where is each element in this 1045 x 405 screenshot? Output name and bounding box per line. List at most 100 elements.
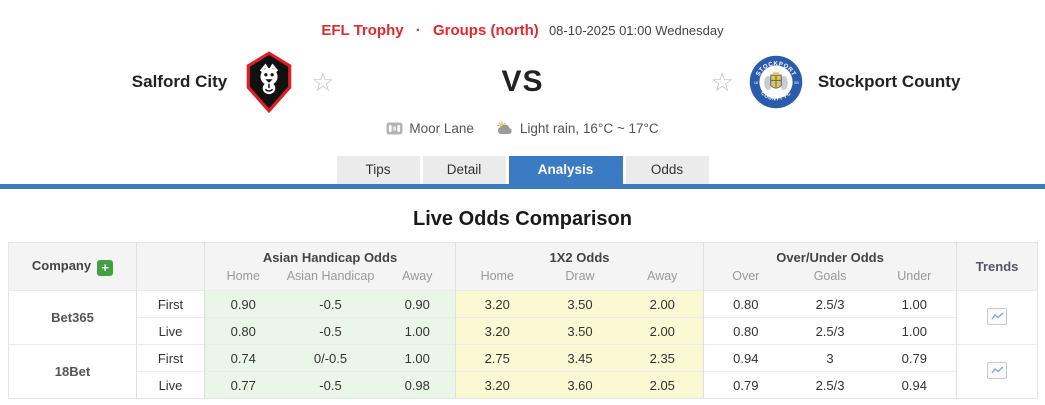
stage-name[interactable]: Groups (north): [432, 22, 539, 39]
company-column-header: Company +: [8, 242, 137, 291]
asian-handicap-group-header: Asian Handicap Odds: [204, 242, 456, 267]
odds-line-type: Live: [136, 317, 205, 345]
teams-row: Salford City ☆ VS ☆: [0, 49, 1045, 115]
odds-value: 3.50: [538, 317, 622, 345]
svg-text:COUNTY FC: COUNTY FC: [759, 91, 792, 103]
odds-value: 3.50: [538, 290, 622, 318]
odds-value: 0.90: [204, 290, 282, 318]
live-odds-table: Company + Asian Handicap Odds 1X2 Odds Ov…: [8, 242, 1039, 399]
odds-value: 0.94: [872, 371, 957, 399]
company-header-label: Company: [31, 257, 92, 273]
ah-away-header: Away: [379, 267, 456, 291]
line-chart-icon[interactable]: [987, 307, 1008, 325]
odds-value: 0.80: [703, 290, 788, 318]
1x2-home-header: Home: [455, 267, 539, 291]
odds-value: 0.74: [204, 344, 282, 372]
tab-analysis[interactable]: Analysis: [508, 156, 623, 184]
odds-value: 2.35: [621, 344, 704, 372]
trends-cell: [956, 344, 1038, 399]
odds-value: 2.5/3: [787, 317, 873, 345]
over-under-group-header: Over/Under Odds: [703, 242, 957, 267]
away-team-logo: STOCKPORT COUNTY FC 18 83: [748, 51, 804, 113]
odds-value: 2.05: [621, 371, 704, 399]
ou-under-header: Under: [872, 267, 957, 291]
odds-value: 3: [787, 344, 873, 372]
tab-odds[interactable]: Odds: [625, 156, 709, 184]
odds-value: 0/-0.5: [281, 344, 380, 372]
odds-value: 0.79: [703, 371, 788, 399]
odds-value: -0.5: [281, 290, 380, 318]
add-company-button[interactable]: +: [97, 259, 114, 276]
home-team-logo: [241, 51, 297, 113]
weather-text: Light rain, 16°C ~ 17°C: [519, 121, 659, 136]
trends-column-header: Trends: [956, 242, 1038, 291]
odds-value: 2.5/3: [787, 290, 873, 318]
home-favorite-star-icon[interactable]: ☆: [311, 67, 335, 97]
venue-weather-line: Moor Lane Light rain, 16°C ~ 17°C: [0, 121, 1045, 136]
tab-tips[interactable]: Tips: [336, 156, 420, 184]
odds-value: -0.5: [281, 317, 380, 345]
away-team-block: ☆ STOCKPORT COUNTY FC 18 8: [583, 51, 1045, 113]
1x2-away-header: Away: [621, 267, 704, 291]
away-favorite-star-icon[interactable]: ☆: [710, 67, 734, 97]
odds-value: 1.00: [379, 344, 456, 372]
odds-value: 2.5/3: [787, 371, 873, 399]
table-row: Live 0.77 -0.5 0.98 3.20 3.60 2.05 0.79 …: [9, 371, 1038, 399]
match-datetime: 08-10-2025 01:00 Wednesday: [548, 23, 724, 38]
odds-value: 0.80: [703, 317, 788, 345]
odds-value: 3.20: [455, 290, 539, 318]
odds-value: 0.94: [703, 344, 788, 372]
odds-value: 2.75: [455, 344, 539, 372]
1x2-draw-header: Draw: [538, 267, 622, 291]
svg-text:18: 18: [754, 80, 759, 85]
weather-item: Light rain, 16°C ~ 17°C: [496, 121, 659, 136]
odds-value: 2.00: [621, 317, 704, 345]
tabs-bar: Tips Detail Analysis Odds: [0, 156, 1045, 189]
table-row: Live 0.80 -0.5 1.00 3.20 3.50 2.00 0.80 …: [9, 317, 1038, 345]
ou-over-header: Over: [703, 267, 788, 291]
odds-value: 1.00: [379, 317, 456, 345]
odds-value: 3.20: [455, 371, 539, 399]
venue-item: Moor Lane: [386, 121, 474, 136]
odds-value: 3.20: [455, 317, 539, 345]
stockport-crest-icon: STOCKPORT COUNTY FC 18 83: [749, 55, 803, 109]
away-team-name[interactable]: Stockport County: [817, 72, 961, 91]
light-rain-icon: [497, 121, 512, 134]
ah-home-header: Home: [204, 267, 282, 291]
section-title: Live Odds Comparison: [413, 208, 632, 230]
competition-header: EFL Trophy · Groups (north) 08-10-2025 0…: [0, 0, 1045, 39]
odds-value: 2.00: [621, 290, 704, 318]
competition-name[interactable]: EFL Trophy: [321, 22, 404, 39]
odds-value: 0.98: [379, 371, 456, 399]
odds-value: 3.45: [538, 344, 622, 372]
odds-line-type: Live: [136, 371, 205, 399]
home-team-name[interactable]: Salford City: [131, 72, 228, 91]
odds-line-type: First: [136, 290, 205, 318]
stadium-icon: [386, 122, 403, 135]
home-team-block: Salford City ☆: [0, 51, 463, 113]
odds-value: 3.60: [538, 371, 622, 399]
odds-value: 0.80: [204, 317, 282, 345]
odds-value: 0.90: [379, 290, 456, 318]
odds-line-type: First: [136, 344, 205, 372]
tab-detail[interactable]: Detail: [422, 156, 506, 184]
vs-label: VS: [501, 65, 544, 98]
odds-type-column-header: [136, 242, 205, 291]
odds-value: 1.00: [872, 290, 957, 318]
ou-goals-header: Goals: [787, 267, 873, 291]
1x2-group-header: 1X2 Odds: [454, 242, 704, 267]
trends-cell: [956, 290, 1038, 345]
odds-value: 0.79: [872, 344, 957, 372]
line-chart-icon[interactable]: [987, 361, 1008, 379]
company-name-18bet[interactable]: 18Bet: [8, 344, 137, 399]
company-name-bet365[interactable]: Bet365: [8, 290, 137, 345]
table-row: 18Bet First 0.74 0/-0.5 1.00 2.75 3.45 2…: [8, 344, 1038, 399]
odds-value: 1.00: [872, 317, 957, 345]
salford-crest-icon: [246, 51, 292, 113]
separator-dot: ·: [415, 22, 421, 39]
venue-name: Moor Lane: [409, 121, 474, 136]
ah-handicap-header: Asian Handicap: [281, 267, 380, 291]
odds-value: -0.5: [281, 371, 380, 399]
table-row: Bet365 First 0.90 -0.5 0.90 3.20 3.50 2.…: [8, 290, 1038, 345]
